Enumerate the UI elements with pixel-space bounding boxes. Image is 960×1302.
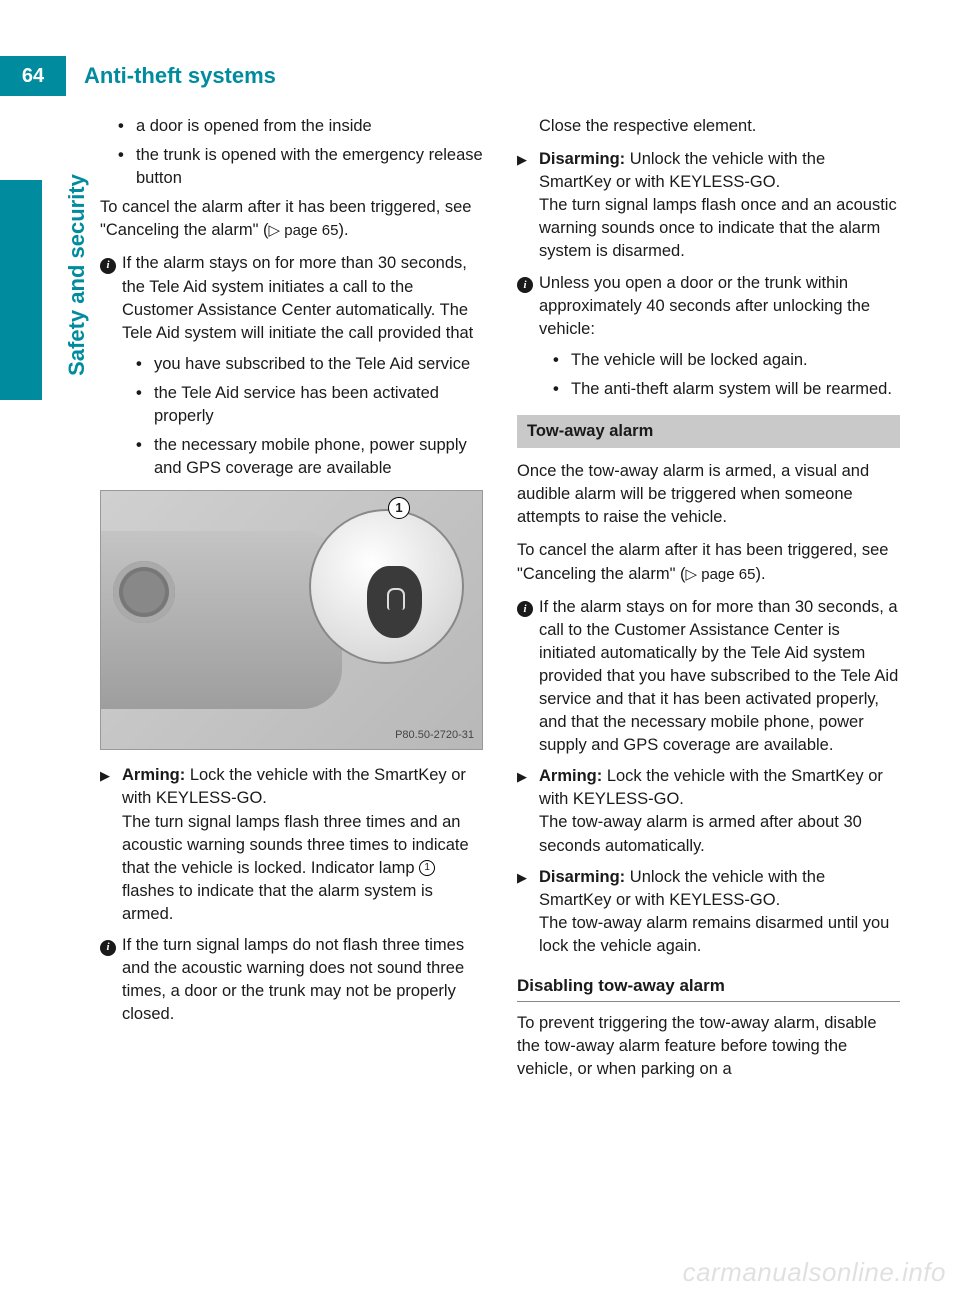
info-note: i If the turn signal lamps do not flash … xyxy=(100,934,483,1026)
figure-vent xyxy=(113,561,175,623)
lock-icon xyxy=(367,566,422,638)
body-text: ). xyxy=(755,565,765,583)
bullet-icon xyxy=(136,434,154,480)
body-text: Disarming: Unlock the vehicle with the S… xyxy=(539,866,900,958)
action-label: Arming: xyxy=(539,767,602,785)
body-text: If the alarm stays on for more than 30 s… xyxy=(539,596,900,758)
subsection-heading: Tow-away alarm xyxy=(517,415,900,448)
body-text: ). xyxy=(338,221,348,239)
body-text: The tow-away alarm remains disarmed unti… xyxy=(539,914,889,955)
body-text: flashes to indicate that the alarm syste… xyxy=(122,882,433,923)
side-label: Safety and security xyxy=(64,150,90,400)
triangle-icon: ▶ xyxy=(517,765,539,857)
list-item: a door is opened from the inside xyxy=(100,115,483,138)
info-note: i If the alarm stays on for more than 30… xyxy=(100,252,483,344)
action-label: Disarming: xyxy=(539,868,625,886)
info-icon: i xyxy=(100,934,122,1026)
page-number: 64 xyxy=(0,56,66,96)
body-text: If the turn signal lamps do not flash th… xyxy=(122,934,483,1026)
body-text: The anti-theft alarm system will be rear… xyxy=(571,378,900,401)
figure-label: P80.50-2720-31 xyxy=(395,728,474,743)
body-text: you have subscribed to the Tele Aid serv… xyxy=(154,353,483,376)
page-ref: ▷ page 65 xyxy=(686,566,756,583)
info-icon: i xyxy=(517,596,539,758)
body-text: The vehicle will be locked again. xyxy=(571,349,900,372)
body-text: Unless you open a door or the trunk with… xyxy=(539,272,900,341)
bullet-icon xyxy=(553,349,571,372)
body-text: the necessary mobile phone, power supply… xyxy=(154,434,483,480)
body-text: a door is opened from the inside xyxy=(136,115,483,138)
right-column: Close the respective element. ▶ Disarmin… xyxy=(517,115,900,1272)
info-icon: i xyxy=(100,252,122,344)
bullet-icon xyxy=(136,353,154,376)
body-text: The turn signal lamps flash once and an … xyxy=(539,196,897,260)
body-text: The turn signal lamps flash three times … xyxy=(122,813,469,877)
body-text: To cancel the alarm after it has been tr… xyxy=(517,539,900,585)
body-text: Disarming: Unlock the vehicle with the S… xyxy=(539,148,900,263)
side-tab xyxy=(0,180,42,400)
action-step: ▶ Disarming: Unlock the vehicle with the… xyxy=(517,866,900,958)
triangle-icon: ▶ xyxy=(517,866,539,958)
info-note: i If the alarm stays on for more than 30… xyxy=(517,596,900,758)
action-step: ▶ Arming: Lock the vehicle with the Smar… xyxy=(100,764,483,926)
bullet-icon xyxy=(118,115,136,138)
info-note: i Unless you open a door or the trunk wi… xyxy=(517,272,900,341)
watermark: carmanualsonline.info xyxy=(683,1257,946,1288)
left-column: a door is opened from the inside the tru… xyxy=(100,115,483,1272)
body-text: Arming: Lock the vehicle with the SmartK… xyxy=(122,764,483,926)
bullet-icon xyxy=(118,144,136,190)
triangle-icon: ▶ xyxy=(100,764,122,926)
list-item: you have subscribed to the Tele Aid serv… xyxy=(118,353,483,376)
callout-1-icon: 1 xyxy=(419,860,435,876)
bullet-icon xyxy=(136,382,154,428)
list-item: the trunk is opened with the emergency r… xyxy=(100,144,483,190)
dashboard-figure: 1 P80.50-2720-31 xyxy=(100,490,483,750)
body-text: The tow-away alarm is armed after about … xyxy=(539,813,862,854)
body-text: Once the tow-away alarm is armed, a visu… xyxy=(517,460,900,529)
page-header: 64 Anti-theft systems xyxy=(0,56,960,96)
list-item: the necessary mobile phone, power supply… xyxy=(118,434,483,480)
h3-heading: Disabling tow-away alarm xyxy=(517,974,900,1002)
section-title: Anti-theft systems xyxy=(84,63,276,89)
body-text: To prevent triggering the tow-away alarm… xyxy=(517,1012,900,1081)
body-text: Arming: Lock the vehicle with the SmartK… xyxy=(539,765,900,857)
list-item: the Tele Aid service has been activated … xyxy=(118,382,483,428)
page-ref: ▷ page 65 xyxy=(269,222,339,239)
action-label: Arming: xyxy=(122,766,185,784)
content-area: a door is opened from the inside the tru… xyxy=(100,115,900,1272)
action-step: ▶ Disarming: Unlock the vehicle with the… xyxy=(517,148,900,263)
body-text: Close the respective element. xyxy=(517,115,900,138)
body-text: If the alarm stays on for more than 30 s… xyxy=(122,252,483,344)
body-text: the trunk is opened with the emergency r… xyxy=(136,144,483,190)
bullet-icon xyxy=(553,378,571,401)
triangle-icon: ▶ xyxy=(517,148,539,263)
body-text: the Tele Aid service has been activated … xyxy=(154,382,483,428)
action-label: Disarming: xyxy=(539,150,625,168)
list-item: The vehicle will be locked again. xyxy=(535,349,900,372)
action-step: ▶ Arming: Lock the vehicle with the Smar… xyxy=(517,765,900,857)
body-text: To cancel the alarm after it has been tr… xyxy=(100,196,483,242)
list-item: The anti-theft alarm system will be rear… xyxy=(535,378,900,401)
info-icon: i xyxy=(517,272,539,341)
